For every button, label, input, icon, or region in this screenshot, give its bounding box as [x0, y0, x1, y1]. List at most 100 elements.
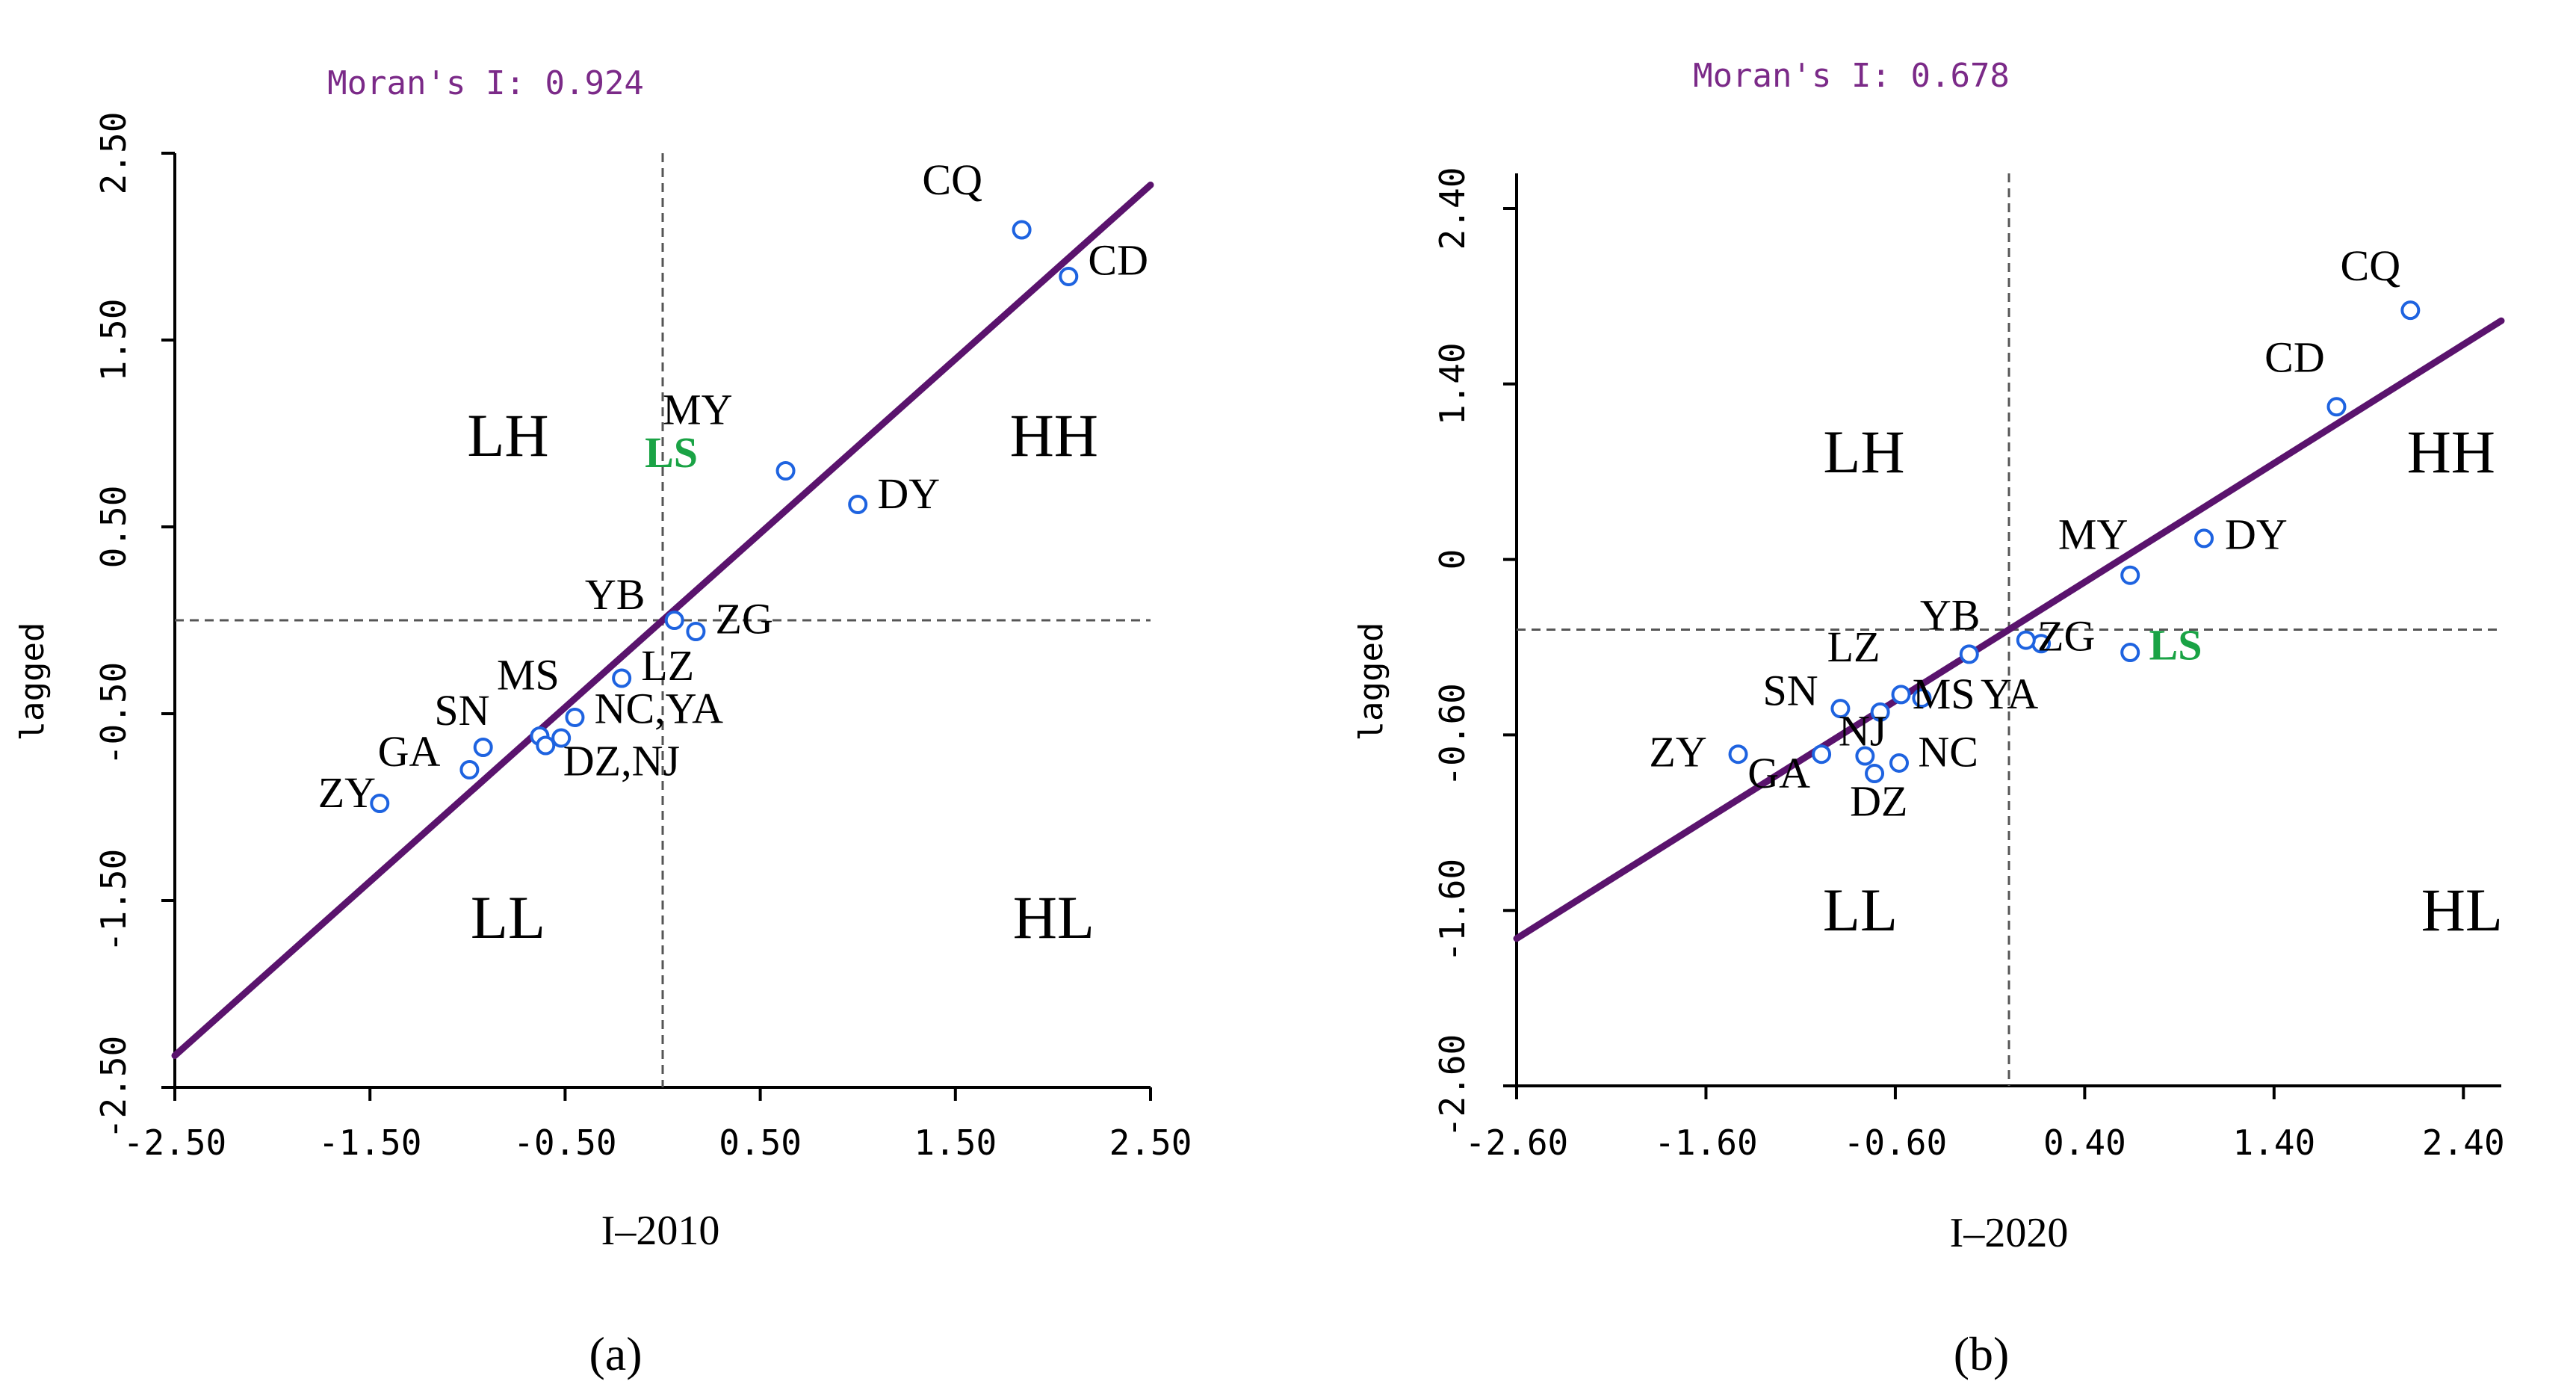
panel-a-x-axis-label: I–2010 [601, 1208, 720, 1254]
panel-b-quadrant-hl: HL [2421, 876, 2503, 944]
panel-b-data-point [1891, 685, 1911, 705]
panel-b-data-point [1812, 744, 1832, 765]
panel-b-point-label: GA [1747, 749, 1810, 797]
panel-a-data-point [473, 738, 493, 757]
panel-b-data-point [1912, 688, 1932, 708]
panel-b-data-point [2120, 565, 2140, 585]
panel-a-x-tick-label: 1.50 [914, 1122, 997, 1163]
panel-b-data-point [2400, 300, 2421, 321]
panel-b-quadrant-ll: LL [1823, 876, 1898, 944]
panel-b-point-label: ZG [2037, 612, 2095, 661]
panel-b-data-point [2016, 630, 2036, 650]
panel-b-point-label: CQ [2341, 241, 2401, 290]
panel-a-data-point [459, 760, 480, 779]
panel-b-y-tick-label: -1.60 [1432, 859, 1473, 962]
panel-b-point-label: SN [1763, 666, 1818, 714]
panel-b-point-label: LZ [1827, 623, 1880, 671]
panel-b-point-label: LS [2149, 620, 2202, 669]
panel-b-point-label: YA [1981, 670, 2038, 718]
panel-a-quadrant-hl: HL [1013, 883, 1095, 951]
panel-b-point-label: NC [1918, 728, 1978, 776]
panel-a-data-point [612, 668, 632, 688]
panel-b-data-point [2326, 397, 2347, 417]
panel-b-regression-line [1513, 317, 2505, 942]
panel-b-data-point [1889, 753, 1909, 773]
panel-b-x-tick-label: 2.40 [2422, 1122, 2505, 1163]
panel-b-label: (b) [1954, 1327, 2010, 1380]
panel-b-y-tick-label: -0.60 [1432, 683, 1473, 786]
panel-b-x-tick-label: 0.40 [2043, 1122, 2126, 1163]
panel-b-y-tick-label: 1.40 [1432, 342, 1473, 425]
panel-a-y-tick-label: 1.50 [93, 299, 134, 382]
panel-a-point-label: DZ,NJ [563, 737, 680, 785]
panel-a-quadrant-ll: LL [471, 883, 545, 951]
panel-a: Moran's I: 0.924 -2.50 -1.50 -0.50 0.50 1.50… [13, 64, 1192, 1380]
panel-a-y-tick-label: -2.50 [93, 1036, 134, 1139]
panel-b-point-label: DZ [1850, 776, 1907, 825]
panel-a-quadrant-hh: HH [1010, 401, 1098, 469]
panel-a-y-tick-label: 2.50 [93, 112, 134, 195]
panel-b-data-point [1855, 746, 1875, 766]
panel-a-x-tick-label: -0.50 [513, 1122, 616, 1163]
panel-a-data-point [686, 622, 706, 641]
panel-a-point-label: CQ [922, 155, 982, 204]
panel-b-y-tick-label: 2.40 [1432, 167, 1473, 250]
panel-a-point-label: CD [1088, 236, 1148, 285]
panel-b-x-tick-label: 1.40 [2232, 1122, 2315, 1163]
panel-a-data-point [536, 735, 556, 756]
panel-a-data-point [370, 794, 390, 813]
panel-a-data-point [775, 461, 796, 481]
panel-a-point-label: ZG [716, 595, 773, 643]
panel-b-x-axis-label: I–2020 [1950, 1210, 2069, 1256]
panel-b-quadrant-lh: LH [1823, 418, 1904, 486]
panel-a-point-label: MS [497, 651, 560, 700]
panel-b: Moran's I: 0.678 -2.60 -1.60 -0.60 0 1.40 2.4… [1352, 57, 2505, 1380]
panel-b-data-point [2194, 528, 2214, 549]
panel-b-point-label: ZY [1649, 728, 1706, 776]
panel-b-y-tick-label: 0 [1432, 549, 1473, 570]
panel-a-x-tick-label: -2.50 [123, 1122, 226, 1163]
panel-a-x-tick-label: 0.50 [719, 1122, 802, 1163]
panel-a-y-tick-label: -1.50 [93, 849, 134, 952]
panel-a-data-point [551, 728, 572, 748]
panel-a-y-axis-label: lagged [13, 623, 52, 741]
panel-a-point-label: LS [645, 428, 698, 477]
panel-a-title: Moran's I: 0.924 [327, 64, 644, 102]
panel-a-data-point [1059, 267, 1079, 286]
panel-a-quadrant-lh: LH [467, 401, 548, 469]
panel-b-point-label: MY [2058, 510, 2128, 558]
panel-b-point-label: NJ [1839, 706, 1886, 755]
panel-a-regression-line [171, 182, 1154, 1059]
panel-b-point-label: MS [1913, 670, 1975, 718]
panel-b-y-tick-label: -2.60 [1432, 1034, 1473, 1137]
panel-a-point-label: GA [378, 727, 441, 776]
panel-b-data-point [1865, 764, 1885, 784]
panel-b-point-label: YB [1920, 591, 1981, 640]
panel-a-y-tick-label: -0.50 [93, 662, 134, 765]
panel-b-x-tick-label: -0.60 [1844, 1122, 1947, 1163]
panel-a-data-point [565, 708, 585, 727]
panel-a-point-label: MY [663, 386, 732, 434]
panel-b-data-point [2120, 643, 2140, 663]
panel-a-point-label: SN [434, 686, 489, 735]
panel-a-x-tick-label: 2.50 [1109, 1122, 1192, 1163]
panel-a-x-tick-label: -1.50 [318, 1122, 421, 1163]
panel-b-data-point [1728, 744, 1748, 765]
panel-a-data-point [1012, 220, 1032, 240]
panel-b-point-label: DY [2225, 510, 2288, 558]
panel-a-point-label: YB [585, 570, 645, 619]
panel-b-title: Moran's I: 0.678 [1693, 57, 2010, 95]
panel-b-data-point [1830, 699, 1851, 719]
panel-a-label: (a) [589, 1327, 642, 1380]
panel-a-point-label: LZ [641, 641, 694, 690]
panel-a-point-label: DY [877, 469, 940, 518]
panel-b-x-tick-label: -1.60 [1654, 1122, 1757, 1163]
panel-a-point-label: ZY [318, 768, 376, 817]
panel-a-y-tick-label: 0.50 [93, 486, 134, 569]
panel-a-data-point [848, 495, 868, 514]
panel-b-quadrant-hh: HH [2407, 418, 2495, 486]
panel-b-x-tick-label: -2.60 [1465, 1122, 1568, 1163]
panel-b-y-axis-label: lagged [1352, 623, 1390, 741]
panel-b-data-point [1959, 644, 1979, 664]
